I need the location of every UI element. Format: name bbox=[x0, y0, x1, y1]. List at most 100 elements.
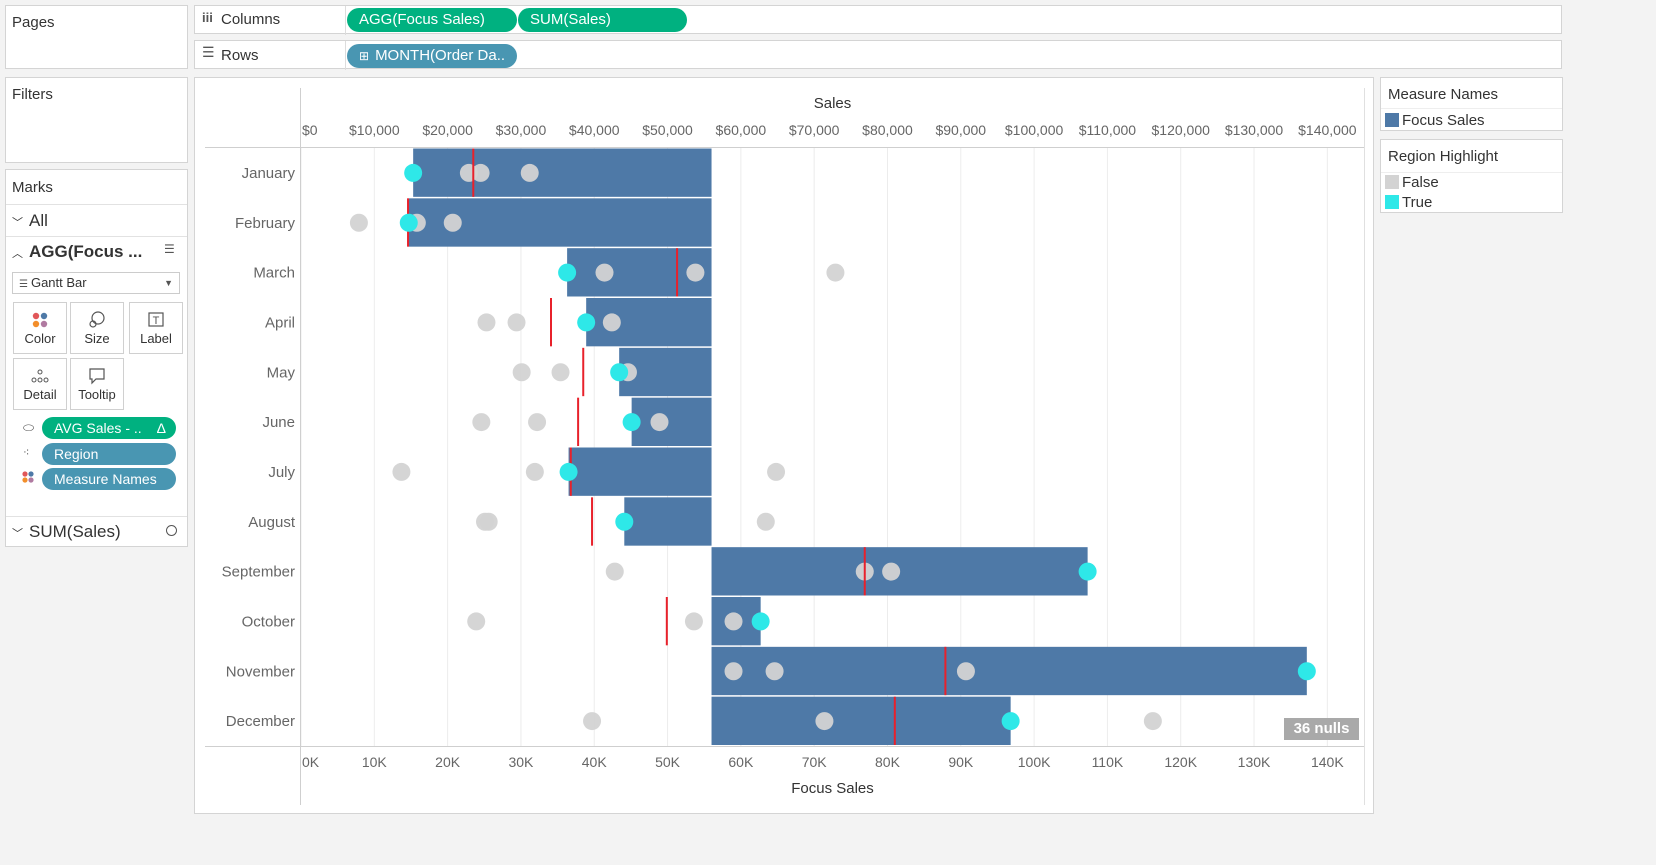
detail-label: Detail bbox=[23, 387, 57, 402]
top-tick-label: $20,000 bbox=[422, 122, 473, 138]
region-point-true bbox=[577, 313, 596, 332]
region-point-false bbox=[882, 562, 901, 581]
circle-mark-icon bbox=[166, 525, 177, 536]
gantt-bar bbox=[711, 696, 1011, 745]
mark-type-select[interactable]: ☰ Gantt Bar ▼ bbox=[12, 272, 180, 294]
marks-pill-avg-sales-label: AVG Sales - .. bbox=[54, 420, 142, 436]
legend-label-false[interactable]: False bbox=[1402, 174, 1439, 191]
mark-type-label: Gantt Bar bbox=[30, 275, 87, 290]
tooltip-button[interactable]: Tooltip bbox=[70, 358, 124, 410]
marks-agg-row[interactable]: ︿ AGG(Focus ... bbox=[12, 242, 142, 262]
top-tick-label: $30,000 bbox=[496, 122, 547, 138]
size-button[interactable]: Size bbox=[70, 302, 124, 354]
region-point-false bbox=[765, 662, 784, 681]
bottom-tick-label: 100K bbox=[1018, 754, 1051, 770]
top-tick-label: $90,000 bbox=[935, 122, 986, 138]
region-point-false bbox=[756, 512, 775, 531]
gantt-icon: ☰ bbox=[164, 242, 175, 256]
legend-label-focus-sales[interactable]: Focus Sales bbox=[1402, 112, 1485, 129]
pages-shelf[interactable]: Pages bbox=[5, 5, 188, 69]
bottom-tick-label: 10K bbox=[362, 754, 388, 770]
top-tick-label: $140,000 bbox=[1298, 122, 1357, 138]
marks-pill-measure-names[interactable]: Measure Names bbox=[42, 468, 176, 490]
region-point-false bbox=[815, 712, 834, 731]
region-point-false bbox=[595, 263, 614, 282]
gantt-chart[interactable]: Sales $0 $10,000 $20,000 $30,000 $40,000 $50,0… bbox=[195, 78, 1373, 813]
marks-pill-region[interactable]: Region bbox=[42, 443, 176, 465]
color-label: Color bbox=[24, 331, 56, 346]
gantt-bar bbox=[568, 447, 712, 496]
pages-label: Pages bbox=[12, 14, 55, 31]
expand-icon[interactable]: ⊞ bbox=[359, 49, 370, 63]
columns-pill-focus-sales[interactable]: AGG(Focus Sales) bbox=[347, 8, 517, 32]
rows-pill-month[interactable]: ⊞ MONTH(Order Da.. bbox=[347, 44, 517, 68]
legend-swatch-focus-sales[interactable] bbox=[1385, 113, 1399, 127]
region-point-false bbox=[724, 612, 743, 631]
tooltip-label: Tooltip bbox=[78, 387, 116, 402]
marks-all-label: All bbox=[29, 211, 48, 230]
region-point-false bbox=[525, 462, 544, 481]
bottom-tick-label: 40K bbox=[582, 754, 608, 770]
bottom-tick-label: 0K bbox=[302, 754, 320, 770]
marks-agg-label: AGG(Focus ... bbox=[29, 242, 143, 261]
region-point-true bbox=[622, 413, 641, 432]
bottom-tick-label: 90K bbox=[948, 754, 974, 770]
marks-title: Marks bbox=[12, 179, 53, 196]
bottom-tick-label: 60K bbox=[728, 754, 754, 770]
month-label: October bbox=[242, 613, 295, 630]
region-point-true bbox=[615, 512, 634, 531]
top-tick-label: $60,000 bbox=[716, 122, 767, 138]
columns-shelf[interactable]: iii Columns AGG(Focus Sales) SUM(Sales) bbox=[194, 5, 1562, 35]
region-point-false bbox=[443, 213, 462, 232]
gantt-bar bbox=[624, 497, 712, 546]
label-button[interactable]: T Label bbox=[129, 302, 183, 354]
top-tick-label: $130,000 bbox=[1225, 122, 1284, 138]
month-label: July bbox=[268, 464, 295, 481]
bottom-tick-label: 80K bbox=[875, 754, 901, 770]
top-tick-label: $0 bbox=[302, 122, 318, 138]
region-point-false bbox=[956, 662, 975, 681]
top-tick-label: $10,000 bbox=[349, 122, 400, 138]
detail-button[interactable]: Detail bbox=[13, 358, 67, 410]
legend-measure-names-title: Measure Names bbox=[1388, 86, 1499, 103]
chevron-up-icon: ︿ bbox=[12, 248, 23, 260]
region-point-false bbox=[684, 612, 703, 631]
color-button[interactable]: Color bbox=[13, 302, 67, 354]
legend-label-true[interactable]: True bbox=[1402, 194, 1433, 211]
region-point-false bbox=[1143, 712, 1162, 731]
top-tick-label: $70,000 bbox=[789, 122, 840, 138]
marks-all-row[interactable]: ﹀ All bbox=[12, 211, 48, 231]
marks-pill-avg-sales[interactable]: AVG Sales - .. Δ bbox=[42, 417, 176, 439]
bottom-tick-label: 110K bbox=[1092, 754, 1124, 770]
region-point-false bbox=[650, 413, 669, 432]
month-label: March bbox=[253, 265, 295, 282]
region-point-false bbox=[528, 413, 547, 432]
region-point-true bbox=[1001, 712, 1020, 731]
columns-pill-sum-sales[interactable]: SUM(Sales) bbox=[517, 8, 687, 32]
legend-swatch-true[interactable] bbox=[1385, 195, 1399, 209]
rows-label: Rows bbox=[221, 47, 259, 64]
region-point-false bbox=[602, 313, 621, 332]
columns-label: Columns bbox=[221, 11, 281, 28]
marks-sum-sales-row[interactable]: ﹀ SUM(Sales) bbox=[12, 522, 121, 542]
filters-shelf[interactable]: Filters bbox=[5, 77, 188, 163]
month-label: August bbox=[248, 514, 296, 531]
month-label: November bbox=[226, 663, 295, 680]
region-point-false bbox=[472, 413, 491, 432]
label-label: Label bbox=[140, 331, 172, 346]
nulls-badge[interactable]: 36 nulls bbox=[1284, 718, 1359, 740]
month-label: April bbox=[265, 314, 295, 331]
dropdown-arrow-icon: ▼ bbox=[164, 278, 173, 288]
rows-icon: ☰ bbox=[202, 44, 215, 60]
month-label: May bbox=[267, 364, 296, 381]
region-point-true bbox=[1297, 662, 1316, 681]
detail-field-icon: ⁖ bbox=[23, 447, 30, 459]
region-point-true bbox=[1078, 562, 1097, 581]
region-point-true bbox=[404, 163, 423, 182]
svg-text:T: T bbox=[153, 315, 160, 327]
region-highlight-legend: Region Highlight False True bbox=[1380, 139, 1563, 213]
legend-swatch-false[interactable] bbox=[1385, 175, 1399, 189]
rows-shelf[interactable]: ☰ Rows ⊞ MONTH(Order Da.. bbox=[194, 40, 1562, 70]
viz-pane: Sales $0 $10,000 $20,000 $30,000 $40,000 $50,0… bbox=[194, 77, 1374, 814]
region-point-false bbox=[767, 462, 786, 481]
